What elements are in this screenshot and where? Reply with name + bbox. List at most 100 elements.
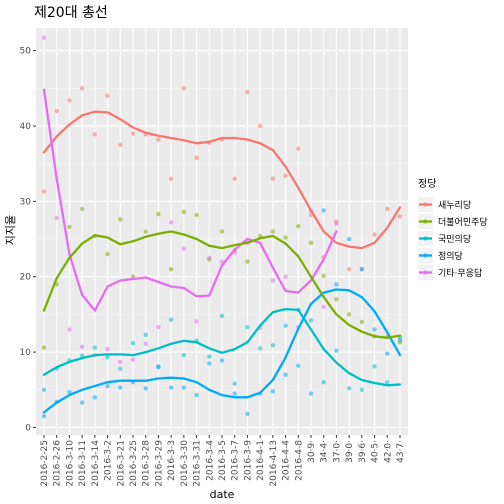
data-point <box>270 343 276 348</box>
data-point <box>54 108 59 114</box>
chart-title: 제20대 총선 <box>34 5 108 21</box>
data-point <box>181 209 187 215</box>
x-tick-label: 42·0· <box>383 440 393 463</box>
data-point <box>334 282 339 287</box>
data-point <box>283 235 288 240</box>
data-point <box>232 391 237 396</box>
data-point <box>296 146 301 151</box>
legend-key-point <box>423 236 428 241</box>
data-point <box>130 357 136 362</box>
x-tick-label: 2016-4-1 <box>256 440 266 481</box>
x-tick-label: 2016-3-5 <box>218 440 228 481</box>
data-point <box>334 221 339 227</box>
data-point <box>143 229 148 234</box>
data-point <box>105 251 110 257</box>
data-point <box>194 212 199 218</box>
x-tick-label: 39·6· <box>358 440 368 463</box>
legend-key-point <box>423 202 428 207</box>
data-point <box>346 312 352 317</box>
data-point <box>168 220 174 225</box>
data-point <box>54 215 59 221</box>
data-point <box>181 246 187 252</box>
data-point <box>118 385 123 390</box>
data-point <box>41 345 47 350</box>
data-point <box>257 346 263 351</box>
trend-line <box>42 307 402 387</box>
data-point <box>372 327 377 332</box>
data-point <box>385 380 390 385</box>
data-point <box>219 229 225 234</box>
data-point <box>207 354 212 359</box>
data-point <box>118 217 123 222</box>
data-point <box>397 214 403 219</box>
data-point <box>79 206 85 212</box>
x-tick-label: 2016-4-13 <box>269 440 279 487</box>
data-point <box>245 89 250 95</box>
data-point <box>92 395 98 400</box>
data-point <box>372 364 377 369</box>
data-point <box>308 240 314 246</box>
x-tick-label: 2016-4-8 <box>294 440 304 481</box>
legend-label: 정의당 <box>438 251 463 262</box>
data-point <box>79 400 85 405</box>
data-point <box>385 206 390 212</box>
x-tick-label: 2016-3-3 <box>167 440 177 481</box>
data-point <box>67 98 72 103</box>
x-tick-label: 2016-3-25 <box>129 440 139 487</box>
data-point <box>92 132 98 137</box>
x-axis-title: date <box>210 488 235 501</box>
data-point <box>308 391 314 396</box>
data-point <box>156 364 161 370</box>
x-tick-label: 2016-3-29 <box>154 440 164 487</box>
x-tick-label: 2016-3-31 <box>193 440 203 487</box>
x-tick-label: 30·9· <box>307 440 317 463</box>
data-point <box>118 366 123 371</box>
data-point <box>181 86 187 91</box>
data-point <box>232 176 237 181</box>
data-point <box>118 359 123 365</box>
y-tick-label: 0 <box>25 423 31 433</box>
trend-layer <box>42 88 402 414</box>
data-point <box>105 93 110 99</box>
data-point <box>194 318 199 324</box>
data-point <box>181 385 187 390</box>
x-tick-label: 39·0· <box>345 440 355 463</box>
y-ticks: 0 10 20 30 40 50 <box>20 47 36 433</box>
legend-key-point <box>423 219 428 224</box>
data-point <box>194 392 199 398</box>
data-point <box>105 383 110 389</box>
points-layer <box>41 35 403 419</box>
data-point <box>346 266 352 272</box>
x-tick-label: 2016-3-21 <box>116 440 126 487</box>
x-ticks: 2016-2-25 2016-2-26 2016-3-10 2016-3-11 2016… <box>40 435 406 487</box>
x-tick-label: 40·5· <box>371 440 381 463</box>
data-point <box>334 297 339 302</box>
trend-line <box>42 288 402 414</box>
data-point <box>270 229 276 234</box>
data-point <box>143 341 148 347</box>
data-point <box>359 266 365 272</box>
trend-line <box>42 230 402 339</box>
data-point <box>130 340 136 346</box>
trend-line <box>42 88 338 312</box>
data-point <box>67 327 72 332</box>
x-tick-label: 2016-3-9 <box>243 440 253 481</box>
x-tick-label: 2016-2-26 <box>53 440 63 487</box>
data-point <box>105 355 110 360</box>
data-point <box>283 323 288 328</box>
y-tick-label: 20 <box>20 273 32 283</box>
data-point <box>41 387 47 392</box>
data-point <box>67 224 72 230</box>
data-point <box>334 348 339 353</box>
data-point <box>79 86 85 91</box>
x-tick-label: 34·4· <box>320 440 330 463</box>
data-point <box>397 337 403 343</box>
data-point <box>283 274 288 279</box>
data-point <box>346 236 352 242</box>
data-point <box>245 325 250 330</box>
data-point <box>270 176 276 181</box>
y-tick-label: 30 <box>20 197 32 207</box>
